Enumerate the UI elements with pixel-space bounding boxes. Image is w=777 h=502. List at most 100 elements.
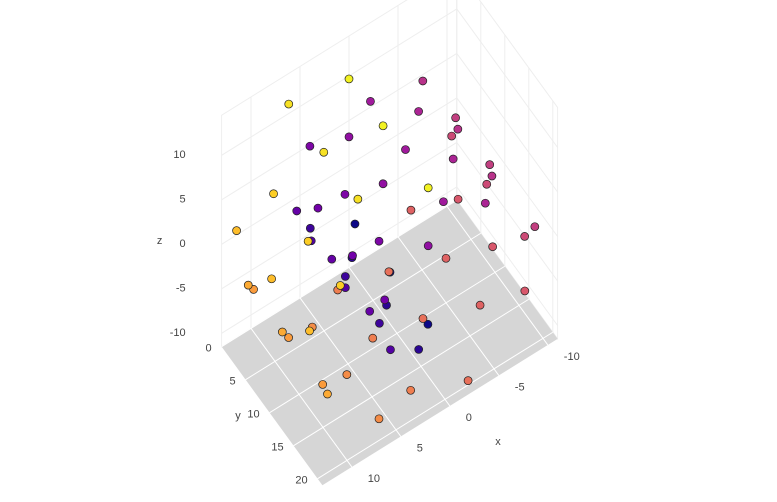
point	[463, 376, 473, 385]
y-tick-label: 20	[295, 475, 307, 487]
grid-line	[221, 97, 458, 245]
z-tick-label: -10	[170, 327, 186, 339]
point	[375, 318, 384, 328]
grid-line	[245, 232, 482, 381]
point	[378, 179, 388, 189]
grid-line	[456, 186, 559, 326]
point	[384, 267, 394, 277]
y-tick-label: 0	[205, 343, 211, 355]
point	[327, 254, 337, 264]
point	[520, 286, 530, 296]
y-axis-title: y	[235, 410, 241, 422]
point	[451, 113, 460, 123]
point	[475, 300, 485, 310]
point	[284, 99, 294, 109]
point	[448, 154, 458, 164]
point	[350, 219, 360, 229]
x-tick-label: 5	[417, 442, 423, 454]
grid-line	[456, 8, 559, 148]
grid-line	[250, 328, 353, 468]
point	[305, 141, 315, 151]
point	[487, 171, 497, 181]
point	[353, 194, 363, 204]
point	[439, 197, 448, 207]
point	[441, 253, 451, 263]
point	[414, 345, 424, 354]
grid-line	[221, 141, 458, 290]
point	[485, 160, 495, 169]
x-tick-label: -5	[515, 381, 525, 393]
point	[406, 205, 416, 215]
point	[243, 280, 253, 290]
point	[447, 131, 457, 141]
point	[342, 370, 352, 379]
floor	[221, 200, 558, 486]
point	[418, 76, 428, 86]
point	[488, 242, 498, 252]
point	[267, 274, 276, 284]
point	[380, 295, 390, 305]
point	[378, 121, 388, 131]
point	[401, 145, 410, 154]
point	[374, 414, 384, 424]
grid-line	[446, 206, 549, 346]
point	[386, 345, 395, 355]
point	[406, 385, 416, 395]
grid-line	[221, 186, 458, 334]
point	[305, 223, 315, 233]
grid-line	[456, 142, 559, 282]
grid-line	[348, 267, 451, 407]
point	[303, 236, 313, 246]
x-tick-label: -10	[564, 351, 580, 363]
point	[340, 190, 350, 199]
point	[418, 314, 428, 323]
point	[269, 189, 278, 199]
grid-line	[456, 97, 559, 237]
x-tick-label: 0	[466, 412, 472, 424]
point	[530, 222, 540, 232]
point	[292, 206, 302, 216]
point	[368, 333, 378, 343]
x-axis-title: x	[495, 436, 501, 448]
point	[374, 236, 384, 246]
point	[323, 389, 332, 399]
point	[520, 232, 530, 241]
grid-line	[397, 236, 500, 376]
point	[348, 251, 357, 260]
z-axis-title: z	[157, 235, 163, 247]
point	[335, 281, 345, 290]
z-tick-label: 10	[173, 149, 185, 161]
z-tick-label: 0	[179, 238, 185, 250]
point	[423, 319, 433, 329]
y-tick-label: 10	[247, 409, 259, 421]
point	[453, 194, 463, 204]
point	[344, 74, 354, 84]
point	[318, 380, 328, 389]
y-tick-label: 15	[271, 442, 283, 454]
point	[344, 132, 354, 142]
point	[366, 97, 375, 106]
point	[313, 203, 323, 213]
point	[482, 179, 492, 189]
grid-line	[293, 298, 530, 447]
point	[423, 183, 433, 193]
point	[365, 306, 375, 316]
z-tick-label: 5	[179, 194, 185, 206]
point	[480, 198, 490, 208]
point	[423, 241, 433, 251]
grid-line	[299, 297, 402, 437]
grid-line	[221, 8, 458, 156]
grid-line	[269, 265, 506, 414]
y-tick-label: 5	[229, 376, 235, 388]
grid-line	[456, 53, 559, 193]
point	[277, 327, 287, 337]
x-tick-label: 10	[368, 473, 380, 485]
z-tick-label: -5	[176, 283, 186, 295]
point	[284, 333, 293, 342]
point	[453, 124, 463, 134]
grid-line	[221, 52, 458, 201]
grid-line	[221, 199, 458, 348]
grid-line	[317, 331, 554, 480]
point	[232, 226, 241, 235]
